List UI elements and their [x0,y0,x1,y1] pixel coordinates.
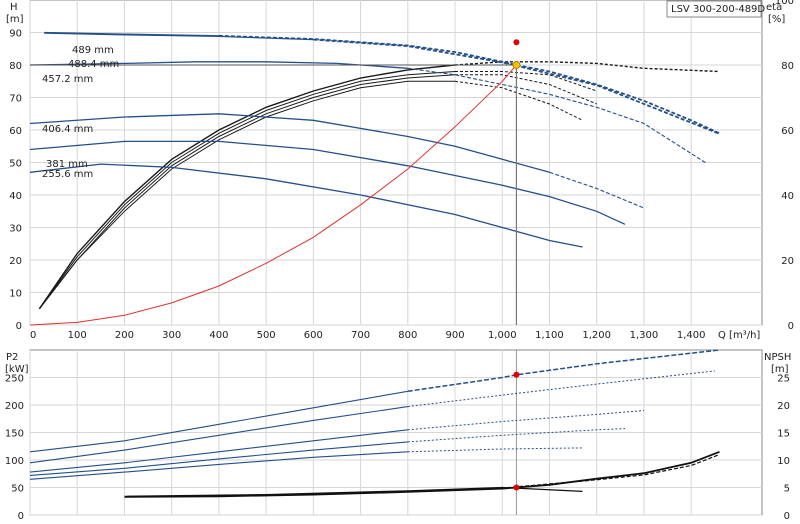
bottom-curves [29,349,720,515]
npsh-curve [124,486,583,497]
efficiency-curve-dashed [455,74,597,105]
head-curve [29,61,408,69]
top-y-left-tick-label: 20 [9,256,22,267]
top-y-right-unit: [%] [768,14,785,25]
top-y-left-tick-label: 50 [9,159,22,170]
model-label: LSV 300-200-489D [671,4,765,15]
head-curve-label: 489 mm [72,45,114,56]
head-curve-dashed [313,38,720,135]
x-tick-label: 1,200 [582,330,611,341]
efficiency-curve-dashed [454,80,583,121]
head-curve-label: 406.4 mm [42,124,93,135]
duty-point-npsh-marker [513,484,520,491]
head-curve-label: 488.4 mm [68,59,119,70]
power-curve [29,451,408,480]
x-tick-label: 500 [257,330,276,341]
bottom-y-left-tick-label: 150 [5,429,24,440]
x-tick-label: 200 [115,330,134,341]
top-y-left-tick-label: 30 [9,224,22,235]
efficiency-curve [39,80,455,310]
bottom-y-left-tick-label: 200 [5,401,24,412]
head-curve-label: 457.2 mm [42,74,93,85]
x-tick-label: 600 [304,330,323,341]
top-y-left-tick-label: 10 [9,289,22,300]
top-y-left-tick-label: 80 [9,61,22,72]
power-curve-dashed [407,410,644,431]
bottom-y-right-tick-label: 10 [777,456,790,467]
bottom-y-right-tick-label: 0 [784,511,790,520]
top-grid: 0 100 200 300 400 500 600 700 800 900 1,000 1,100 1,… [9,0,794,341]
top-y-right-tick-label: 0 [788,321,794,332]
x-tick-label: 0 [30,330,36,341]
head-curve-label: 381 mm [46,159,88,170]
power-curve-dashed [407,370,715,408]
efficiency-curve-dashed [455,71,597,92]
efficiency-curve [38,64,456,310]
bottom-y-left-tick-label: 250 [5,374,24,385]
efficiency-curve [39,74,456,310]
top-y-right-tick-label: 80 [781,61,794,72]
x-tick-label: 1,400 [677,330,706,341]
top-y-right-tick-label: 20 [781,256,794,267]
top-y-right-tick-label: 100 [775,0,794,7]
power-curve [29,390,408,453]
bottom-y-left-label: P2 [6,352,18,363]
top-y-right-tick-label: 60 [781,126,794,137]
efficiency-curve-dashed [454,61,720,73]
bottom-y-right-tick-label: 15 [777,429,790,440]
top-curves [29,31,720,326]
npsh-curve [195,453,720,497]
head-curve [29,140,626,225]
x-tick-label: 1,100 [535,330,564,341]
bottom-grid: 0 50 100 150 200 250 0 5 10 15 20 25 [5,350,790,522]
top-y-left-tick-label: 90 [9,29,22,40]
top-y-left-tick-label: 0 [16,321,22,332]
curve-labels: 489 mm 488.4 mm 457.2 mm 406.4 mm 381 mm255.… [42,45,119,180]
x-tick-label: 400 [209,330,228,341]
top-y-right-tick-label: 40 [781,191,794,202]
x-tick-label: 800 [398,330,417,341]
x-tick-label: 1,300 [630,330,659,341]
bottom-y-right-label: NPSH [764,352,791,363]
bottom-y-left-unit: [kW] [5,364,29,375]
head-curve-dashed [549,171,645,209]
bottom-y-right-tick-label: 20 [777,401,790,412]
x-tick-label: 900 [445,330,464,341]
duty-point-efficiency-marker [513,39,520,46]
head-curve-label: 255.6 mm [42,169,93,180]
power-curve-dashed [407,447,583,453]
x-tick-label: 1,000 [488,330,517,341]
x-tick-label: 100 [68,330,87,341]
bottom-y-right-unit: [m] [771,364,789,375]
head-curve [44,32,314,41]
top-y-left-tick-label: 40 [9,191,22,202]
power-curve [29,429,408,473]
top-y-left-unit: [m] [6,14,24,25]
model-label-box [666,0,762,18]
power-curve [29,441,408,476]
bottom-y-left-tick-label: 100 [5,456,24,467]
head-curve [29,163,583,248]
head-curve-dashed [407,67,706,163]
bottom-y-left-tick-label: 0 [18,511,24,520]
top-y-left-tick-label: 60 [9,126,22,137]
top-y-left-label: H [10,2,18,13]
efficiency-curve [38,71,456,310]
power-curve [29,406,408,464]
duty-point-power-marker [513,371,520,378]
top-y-right-label: eta [766,2,782,13]
duty-point-head-marker [512,61,521,69]
bottom-y-left-tick-label: 50 [11,484,24,495]
bottom-y-right-tick-label: 25 [777,374,790,385]
top-y-left-tick-label: 70 [9,94,22,105]
system-curve [29,64,517,326]
x-tick-label: 700 [351,330,370,341]
x-tick-label: 300 [162,330,181,341]
head-curve [29,113,550,173]
bottom-y-right-tick-label: 5 [784,484,790,495]
top-x-label: Q [m³/h] [718,330,760,341]
